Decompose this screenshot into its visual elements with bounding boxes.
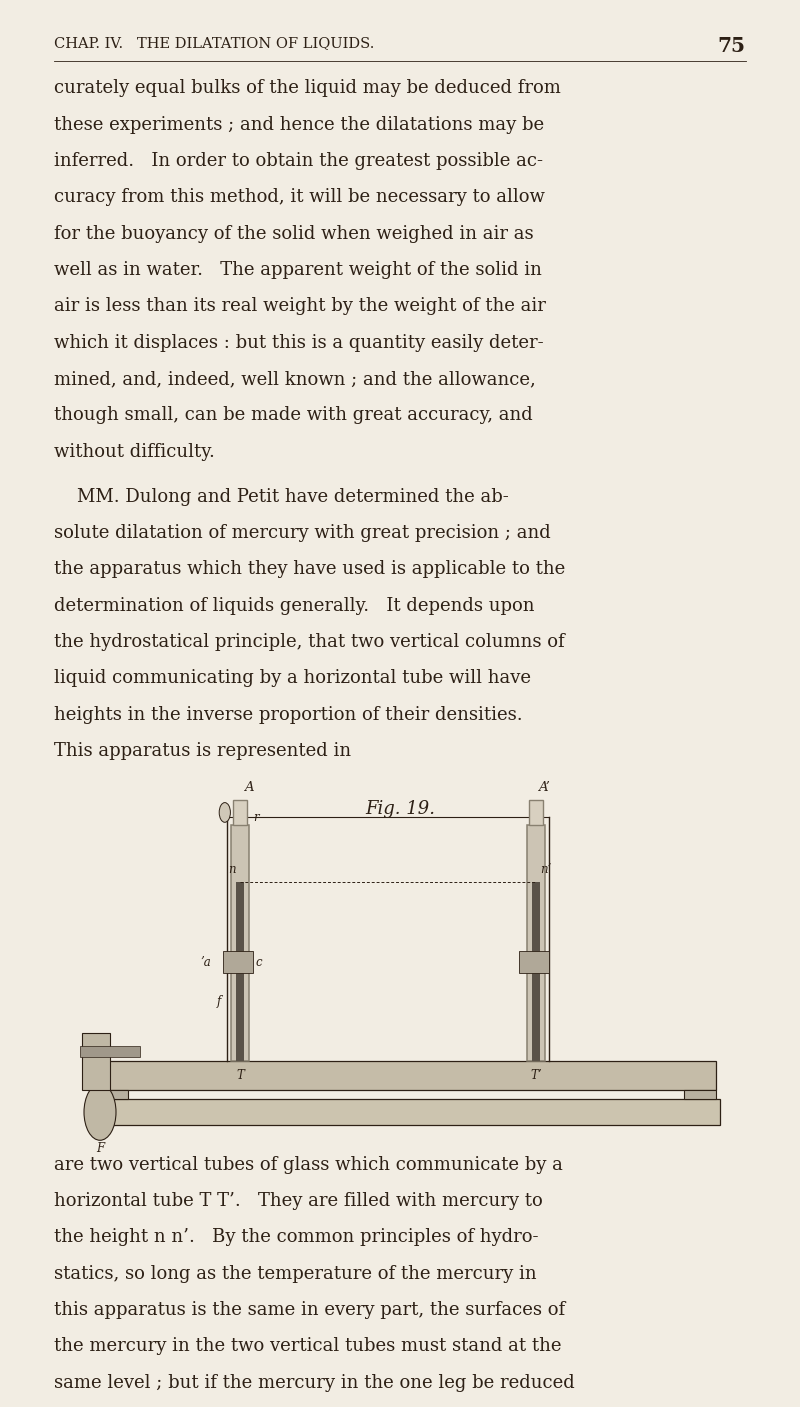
Text: determination of liquids generally.   It depends upon: determination of liquids generally. It d… (54, 597, 535, 615)
Text: This apparatus is represented in: This apparatus is represented in (54, 741, 358, 760)
Text: A’: A’ (538, 781, 550, 794)
Text: liquid communicating by a horizontal tube will have: liquid communicating by a horizontal tub… (54, 670, 531, 688)
Text: curately equal bulks of the liquid may be deduced from: curately equal bulks of the liquid may b… (54, 79, 562, 97)
Polygon shape (88, 1099, 720, 1124)
Polygon shape (96, 1089, 128, 1099)
Polygon shape (80, 1045, 140, 1057)
Text: these experiments ; and hence the dilatations may be: these experiments ; and hence the dilata… (54, 115, 545, 134)
Circle shape (84, 1083, 116, 1140)
Polygon shape (82, 1033, 110, 1089)
Text: for the buoyancy of the solid when weighed in air as: for the buoyancy of the solid when weigh… (54, 225, 534, 242)
Polygon shape (96, 1061, 716, 1089)
Text: MM. Dulong and Petit have determined the ab-: MM. Dulong and Petit have determined the… (54, 488, 509, 507)
Polygon shape (529, 799, 543, 825)
Text: without difficulty.: without difficulty. (54, 443, 215, 460)
Text: f: f (217, 995, 222, 1007)
Text: are two vertical tubes of glass which communicate by a: are two vertical tubes of glass which co… (54, 1155, 563, 1173)
Polygon shape (231, 825, 249, 1061)
Text: 75: 75 (718, 37, 746, 56)
Text: F: F (96, 1141, 104, 1155)
Text: curacy from this method, it will be necessary to allow: curacy from this method, it will be nece… (54, 189, 546, 207)
Text: r: r (254, 810, 259, 825)
Text: T: T (236, 1068, 244, 1082)
Text: the hydrostatical principle, that two vertical columns of: the hydrostatical principle, that two ve… (54, 633, 565, 651)
Text: CHAP. IV.   THE DILATATION OF LIQUIDS.: CHAP. IV. THE DILATATION OF LIQUIDS. (54, 37, 374, 49)
Text: n’: n’ (540, 864, 551, 877)
Text: n: n (228, 864, 236, 877)
Text: the apparatus which they have used is applicable to the: the apparatus which they have used is ap… (54, 560, 566, 578)
Text: T’: T’ (530, 1068, 542, 1082)
Text: Fig. 19.: Fig. 19. (365, 801, 435, 817)
Text: the mercury in the two vertical tubes must stand at the: the mercury in the two vertical tubes mu… (54, 1337, 562, 1355)
Text: air is less than its real weight by the weight of the air: air is less than its real weight by the … (54, 297, 546, 315)
Text: the height n n’.   By the common principles of hydro-: the height n n’. By the common principle… (54, 1228, 539, 1247)
Text: statics, so long as the temperature of the mercury in: statics, so long as the temperature of t… (54, 1265, 537, 1283)
Text: mined, and, indeed, well known ; and the allowance,: mined, and, indeed, well known ; and the… (54, 370, 536, 388)
Polygon shape (223, 951, 253, 974)
Text: solute dilatation of mercury with great precision ; and: solute dilatation of mercury with great … (54, 525, 551, 542)
Text: horizontal tube T T’.   They are filled with mercury to: horizontal tube T T’. They are filled wi… (54, 1192, 543, 1210)
Polygon shape (236, 882, 244, 1061)
Text: same level ; but if the mercury in the one leg be reduced: same level ; but if the mercury in the o… (54, 1373, 575, 1392)
Polygon shape (527, 825, 545, 1061)
Text: though small, can be made with great accuracy, and: though small, can be made with great acc… (54, 407, 533, 424)
Text: A: A (244, 781, 254, 794)
Text: which it displaces : but this is a quantity easily deter-: which it displaces : but this is a quant… (54, 333, 544, 352)
Polygon shape (233, 799, 247, 825)
Text: well as in water.   The apparent weight of the solid in: well as in water. The apparent weight of… (54, 262, 542, 279)
Text: ’a: ’a (201, 955, 211, 968)
Text: inferred.   In order to obtain the greatest possible ac-: inferred. In order to obtain the greates… (54, 152, 543, 170)
Circle shape (219, 802, 230, 822)
Text: c: c (255, 955, 262, 968)
Text: heights in the inverse proportion of their densities.: heights in the inverse proportion of the… (54, 706, 523, 723)
Text: this apparatus is the same in every part, the surfaces of: this apparatus is the same in every part… (54, 1301, 566, 1318)
Polygon shape (519, 951, 549, 974)
Polygon shape (684, 1089, 716, 1099)
Polygon shape (532, 882, 540, 1061)
